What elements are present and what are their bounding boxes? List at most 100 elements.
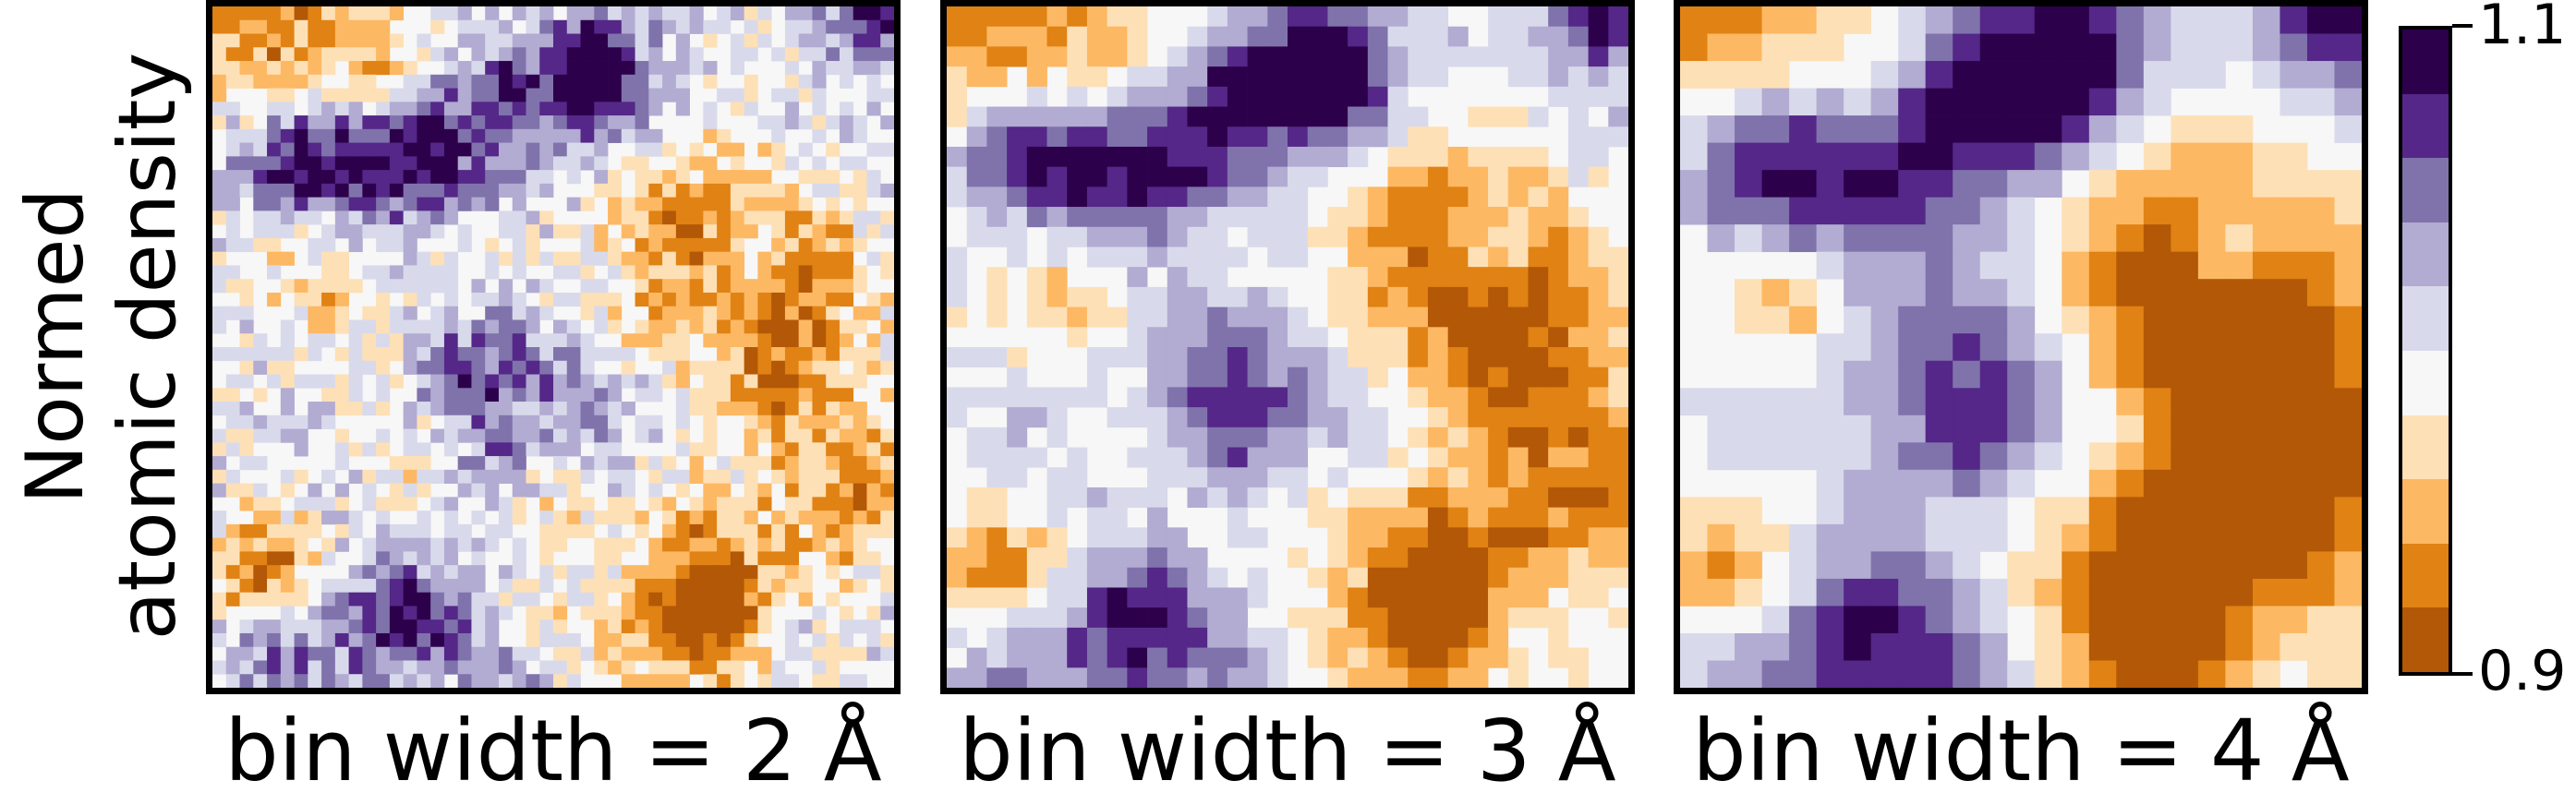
density-cell xyxy=(1468,387,1489,408)
density-cell xyxy=(1167,267,1188,288)
density-cell xyxy=(757,210,772,225)
density-cell xyxy=(648,565,663,580)
density-cell xyxy=(880,61,894,76)
density-cell xyxy=(689,660,704,675)
density-cell xyxy=(2062,606,2090,634)
density-cell xyxy=(703,537,718,552)
density-cell xyxy=(1227,407,1248,428)
density-cell xyxy=(662,74,677,89)
density-cell xyxy=(212,347,227,362)
density-cell xyxy=(2007,115,2036,143)
density-cell xyxy=(784,428,800,443)
density-cell xyxy=(771,592,786,607)
density-cell xyxy=(2334,224,2362,253)
density-cell xyxy=(2088,660,2117,688)
density-cell xyxy=(1447,647,1469,668)
density-cell xyxy=(1348,387,1369,408)
density-cell xyxy=(2034,415,2062,443)
density-cell xyxy=(866,483,881,498)
density-cell xyxy=(675,88,690,102)
density-cell xyxy=(566,224,581,239)
density-cell xyxy=(771,537,786,552)
density-cell xyxy=(594,279,609,294)
density-cell xyxy=(512,224,526,239)
density-cell xyxy=(1288,207,1309,228)
y-axis-label: Normed atomic density xyxy=(0,0,194,692)
density-cell xyxy=(1468,306,1489,328)
density-cell xyxy=(1979,306,2008,334)
density-cell xyxy=(986,286,1008,307)
density-cell xyxy=(2225,660,2254,688)
density-cell xyxy=(812,156,827,171)
density-cell xyxy=(471,47,486,62)
density-cell xyxy=(553,19,568,34)
density-cell xyxy=(880,142,894,157)
density-cell xyxy=(1507,46,1529,67)
density-cell xyxy=(1267,146,1288,168)
density-cell xyxy=(1816,497,1844,525)
density-cell xyxy=(703,74,718,89)
density-cell xyxy=(1227,207,1248,228)
density-cell xyxy=(1447,487,1469,509)
density-cell xyxy=(471,606,486,620)
density-cell xyxy=(1870,632,1899,661)
density-cell xyxy=(267,565,282,580)
density-cell xyxy=(2116,333,2145,362)
density-cell xyxy=(566,374,581,389)
density-cell xyxy=(308,6,322,21)
density-cell xyxy=(212,265,227,280)
density-cell xyxy=(212,388,227,402)
density-cell xyxy=(1427,186,1449,208)
density-cell xyxy=(1167,106,1188,127)
density-cell xyxy=(443,537,459,552)
density-cell xyxy=(826,210,841,225)
density-cell xyxy=(1007,207,1028,228)
density-cell xyxy=(1187,407,1208,428)
density-cell xyxy=(580,306,595,320)
density-cell xyxy=(280,251,295,266)
density-cell xyxy=(866,33,881,48)
density-cell xyxy=(334,210,349,225)
density-cell xyxy=(717,183,732,198)
density-cell xyxy=(1468,106,1489,127)
density-cell xyxy=(784,6,800,21)
density-cell xyxy=(2334,33,2362,62)
density-cell xyxy=(512,374,526,389)
density-cell xyxy=(853,578,867,594)
density-cell xyxy=(1367,667,1388,688)
density-cell xyxy=(403,197,417,211)
density-cell xyxy=(866,251,881,266)
density-cell xyxy=(253,646,268,661)
density-cell xyxy=(784,333,800,348)
density-cell xyxy=(1348,567,1369,588)
density-cell xyxy=(2116,442,2145,471)
density-cell xyxy=(1247,327,1268,348)
density-cell xyxy=(239,333,254,348)
density-cell xyxy=(526,102,540,116)
density-cell xyxy=(267,183,282,198)
density-cell xyxy=(430,660,445,675)
density-cell xyxy=(1127,207,1148,228)
density-cell xyxy=(539,210,554,225)
density-cell xyxy=(362,170,377,185)
density-cell xyxy=(1207,66,1228,88)
density-cell xyxy=(321,197,336,211)
density-cell xyxy=(1953,660,1981,688)
density-cell xyxy=(403,565,417,580)
density-cell xyxy=(866,170,881,185)
density-cell xyxy=(348,632,363,648)
density-cell xyxy=(498,61,514,76)
density-cell xyxy=(485,61,500,76)
density-cell xyxy=(1147,86,1168,107)
density-cell xyxy=(498,523,514,539)
density-cell xyxy=(2088,606,2117,634)
density-cell xyxy=(1408,587,1429,608)
density-cell xyxy=(608,388,623,402)
density-cell xyxy=(1427,587,1449,608)
density-cell xyxy=(1427,46,1449,67)
density-cell xyxy=(1227,327,1248,348)
density-cell xyxy=(1227,186,1248,208)
density-cell xyxy=(1187,547,1208,569)
density-cell xyxy=(280,128,295,143)
density-cell xyxy=(866,428,881,443)
